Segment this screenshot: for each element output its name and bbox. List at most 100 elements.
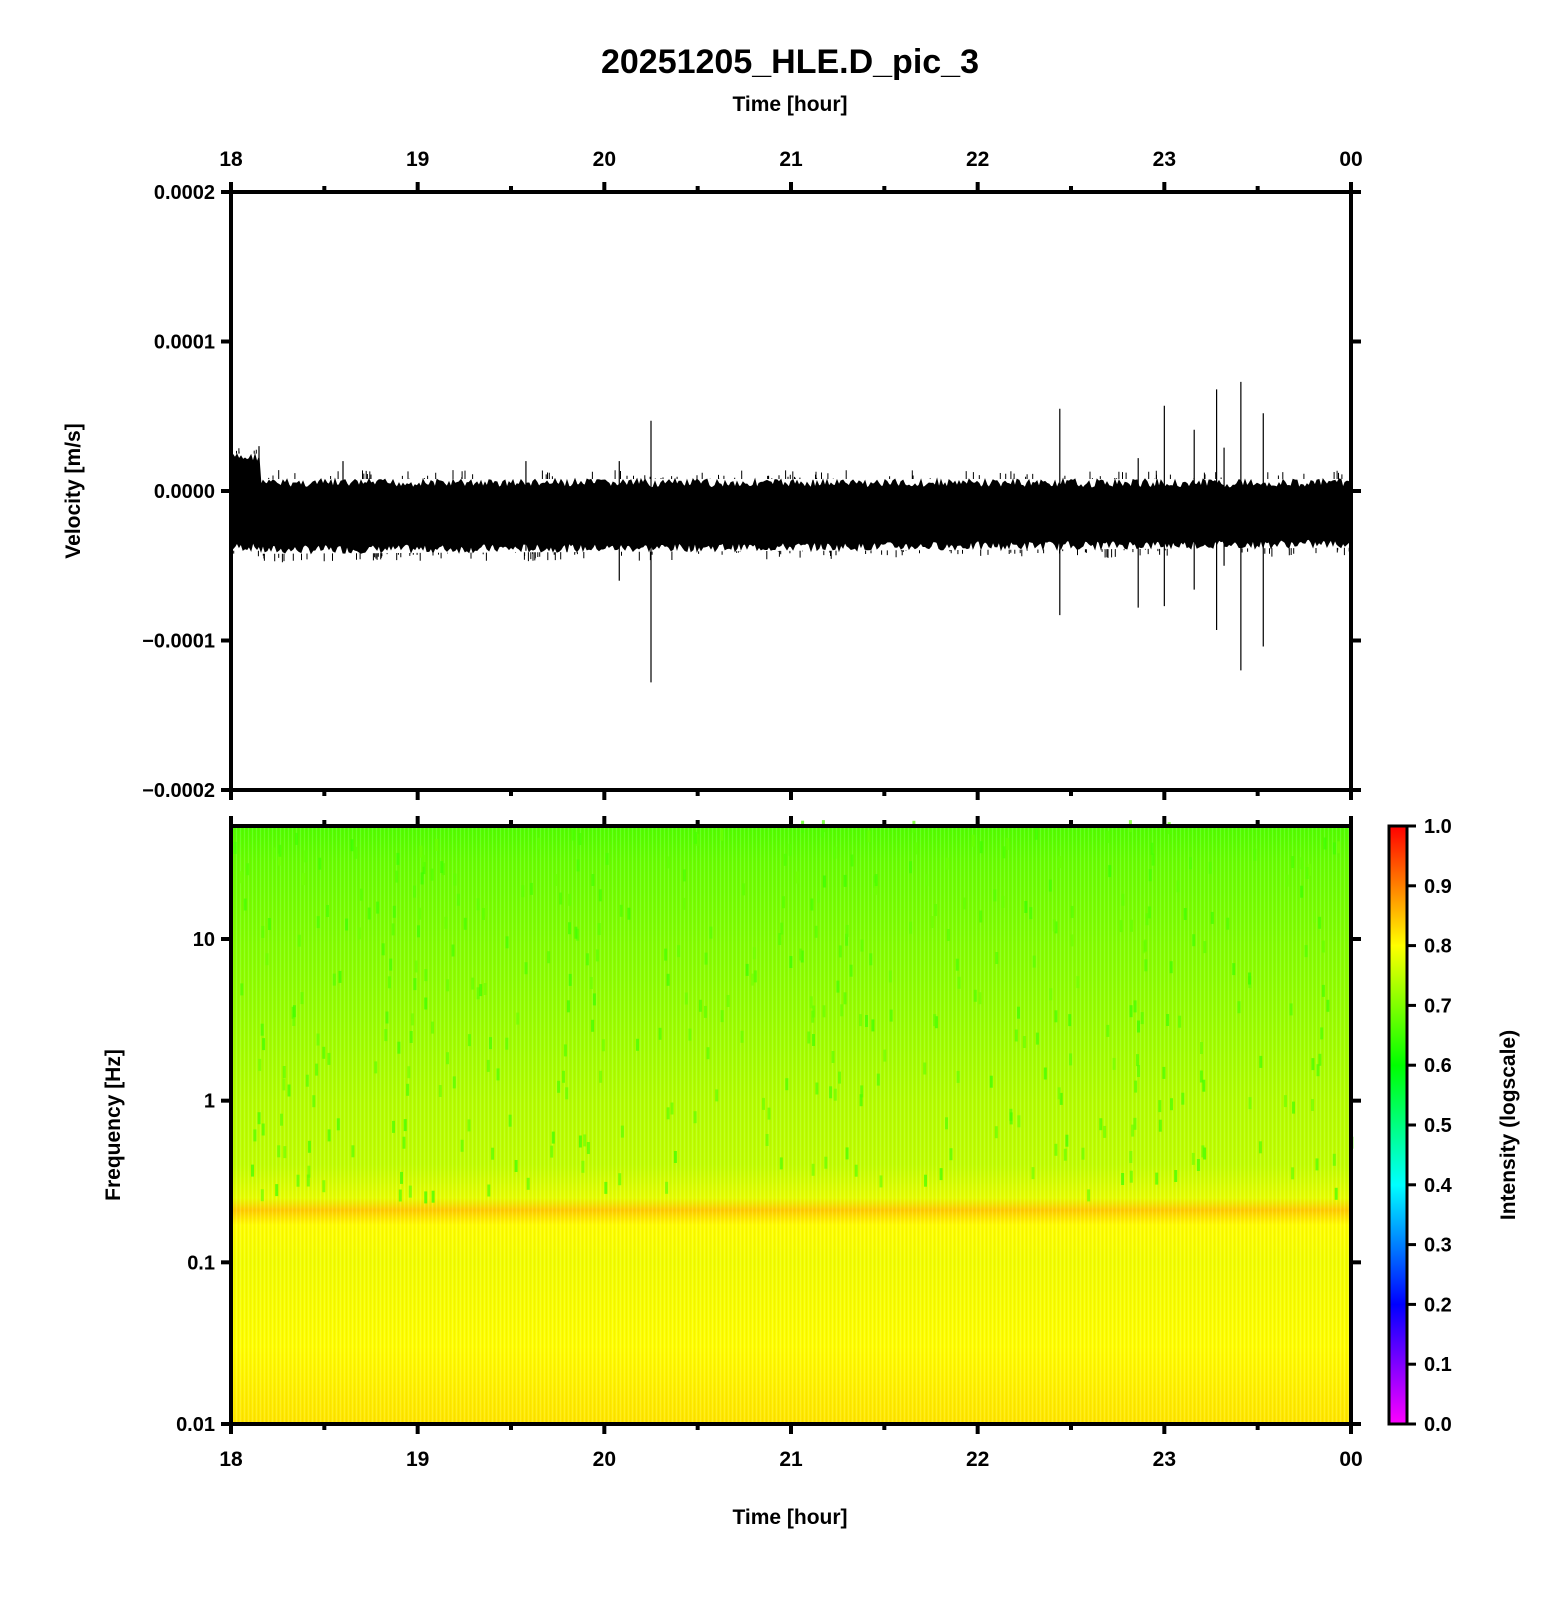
top-x-tick-label: 22 (966, 148, 989, 171)
spectrogram-cell (446, 979, 450, 992)
spectrogram-cell (1199, 1070, 1203, 1083)
spectrogram-cell (1192, 934, 1196, 947)
velocity-axes: 18 19 20 21 22 23 00 −0.0002 −0.0001 0.0000 0.0001… (142, 148, 1363, 802)
spectrogram-cell (316, 916, 320, 929)
spectrogram-cell (1144, 959, 1148, 972)
spectrogram-cell (1058, 856, 1062, 869)
spectrogram-cell (860, 939, 864, 952)
spectrogram-cell (1321, 984, 1325, 997)
spectrogram-cell (597, 923, 601, 935)
spectrogram-cell (419, 845, 423, 858)
spectrogram-cell (1106, 1024, 1110, 1037)
spectrogram-cell (253, 1129, 257, 1142)
spectrogram-cell (1166, 1014, 1170, 1026)
spectrogram-cell (278, 844, 282, 857)
spectrogram-cell (505, 1037, 509, 1050)
spectrogram-cell (591, 874, 595, 886)
spectrogram-cell (1133, 1117, 1137, 1130)
spectrogram-cell (1237, 1001, 1241, 1014)
spectrogram-cell (367, 907, 371, 920)
spectrogram-cell (788, 843, 792, 856)
spectrogram-cell (933, 1014, 937, 1027)
spectrogram-cell (1285, 874, 1289, 887)
spectrogram-cell (619, 904, 623, 917)
spectrogram-cell (1181, 1092, 1185, 1105)
spectrogram-cell (783, 853, 787, 866)
spectrogram-cell (1014, 1029, 1018, 1042)
spectrogram-cell (482, 908, 485, 920)
spectrogram-cell (778, 933, 782, 945)
spectrogram-cell (836, 980, 840, 993)
spectrogram-cell (467, 1119, 471, 1132)
spectrogram-cell (1226, 917, 1230, 930)
spectrogram-cell (1059, 1092, 1063, 1105)
velocity-panel: 18 19 20 21 22 23 00 −0.0002 −0.0001 0.0000 0.0001… (62, 148, 1363, 802)
spectrogram-cell (703, 1005, 707, 1018)
spectrogram-cell (357, 927, 361, 940)
spectrogram-cell (591, 1019, 595, 1032)
spectrogram-cell (1143, 939, 1147, 952)
spectrogram-cell (1200, 1042, 1203, 1054)
spectrogram-cell (1065, 1134, 1069, 1147)
spectrogram-cell (1103, 1125, 1107, 1138)
colorbar-tick-label: 0.0 (1424, 1414, 1452, 1436)
spectrogram-cell (979, 910, 983, 923)
spectrogram-cell (304, 850, 308, 863)
spectrogram-cell (753, 970, 757, 983)
colorbar-tick-label: 0.3 (1424, 1235, 1452, 1257)
spectrogram-cell (233, 841, 237, 854)
spectrogram-cell (1162, 1066, 1166, 1079)
spectrogram-cell (1134, 1080, 1138, 1093)
spectrogram-cell (831, 1051, 835, 1063)
spectrogram-cell (1009, 1112, 1013, 1125)
spectrogram-cell (1133, 1000, 1137, 1013)
spectrogram-cell (939, 1168, 943, 1181)
spectrogram-cell (795, 871, 799, 884)
spectrogram-cell (572, 828, 575, 841)
top-x-tick-label: 19 (406, 148, 429, 171)
spectrogram-cell (618, 1173, 622, 1186)
velocity-y-tick-label: 0.0002 (154, 182, 215, 204)
spectrogram-cell (1167, 822, 1171, 835)
spectrogram-cell (809, 996, 813, 1009)
spectrogram-cell (751, 973, 755, 986)
spectrogram-cell (973, 989, 977, 1002)
spectrogram-cell (838, 1071, 841, 1084)
colorbar-tick-label: 0.5 (1424, 1115, 1452, 1137)
spectrogram-cell (1248, 972, 1251, 985)
spectrogram-cell (1291, 856, 1295, 868)
spectrogram-cell (1196, 1159, 1200, 1171)
colorbar-tick-label: 0.1 (1424, 1354, 1452, 1376)
spectrogram-cell (451, 944, 455, 957)
spectrogram-cell (267, 918, 271, 930)
top-x-tick-label: 21 (779, 148, 803, 171)
spectrogram-cell (1017, 1115, 1021, 1128)
spectrogram-cell (684, 992, 688, 1005)
spectrogram-cell (1253, 848, 1257, 861)
spectrogram-cell (396, 852, 400, 865)
spectrogram-cell (740, 1030, 744, 1043)
spectrogram-cell (431, 1021, 434, 1034)
spectrogram-cell (752, 947, 756, 960)
velocity-y-tick-label: 0.0000 (154, 481, 215, 503)
colorbar-gradient (1387, 824, 1409, 1426)
spectrogram-cell (636, 1038, 639, 1051)
spectrogram-cells (233, 820, 1354, 1204)
spectrogram-cell (315, 1063, 319, 1076)
spectrogram-cell (599, 1070, 603, 1083)
spectrogram-cell (1174, 1170, 1178, 1182)
velocity-noise-hairs (231, 448, 1350, 563)
spectrogram-cell (1208, 861, 1212, 874)
spectrogram-cell (949, 1148, 953, 1161)
spectrogram-cell (715, 1089, 719, 1102)
spectrogram-cell (297, 934, 301, 947)
spectrogram-cell (1311, 1099, 1314, 1111)
spectrogram-cell (1258, 1141, 1262, 1154)
spectrogram-cell (282, 1078, 286, 1091)
frequency-y-tick-label: 0.1 (187, 1252, 215, 1274)
spectrogram-cell (1158, 1119, 1162, 1132)
spectrogram-cell (838, 945, 842, 958)
spectrogram-cell (1316, 1064, 1320, 1077)
spectrogram-cell (946, 929, 950, 941)
